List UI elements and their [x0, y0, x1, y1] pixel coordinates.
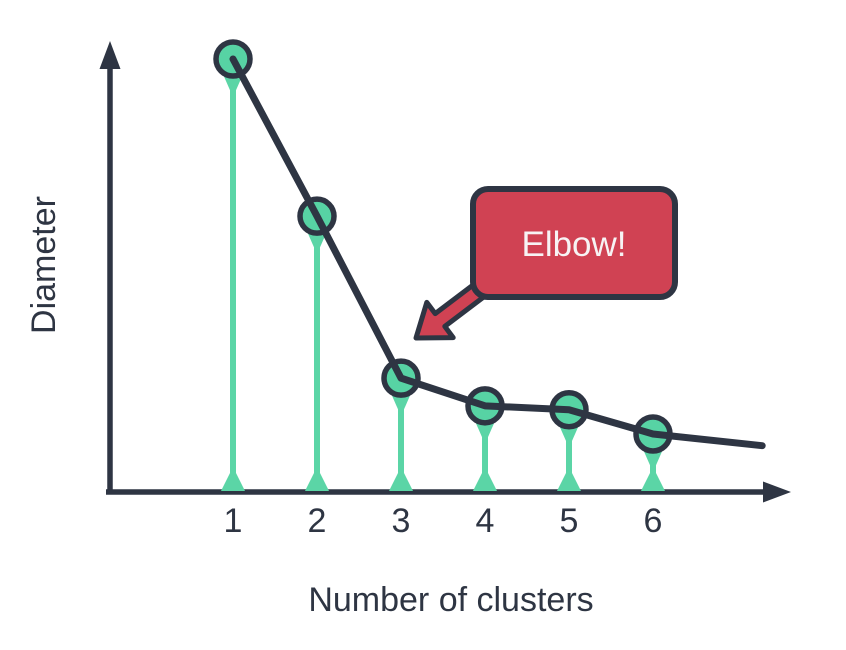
stem-foot: [389, 467, 413, 491]
callout-label: Elbow!: [521, 225, 626, 264]
y-axis-label: Diameter: [25, 196, 63, 334]
stem-foot: [221, 467, 245, 491]
stem-neck: [390, 391, 412, 417]
stem-neck: [558, 422, 580, 448]
x-tick-label: 6: [644, 502, 663, 540]
x-tick-label: 5: [560, 502, 579, 540]
x-tick-labels: 1 2 3 4 5 6: [224, 502, 663, 540]
stem-foot: [473, 467, 497, 491]
x-tick-label: 2: [308, 502, 327, 540]
callout-arrow-icon: [413, 280, 489, 341]
x-axis-label: Number of clusters: [308, 581, 593, 619]
y-axis-arrowhead-icon: [99, 41, 121, 69]
stem-foot: [557, 467, 581, 491]
stem-neck: [474, 418, 496, 444]
callout-box: [470, 186, 678, 300]
stem-neck: [306, 229, 328, 255]
y-axis: Diameter: [25, 41, 121, 494]
x-tick-label: 4: [476, 502, 495, 540]
x-tick-label: 3: [392, 502, 411, 540]
stem-foot: [641, 467, 665, 491]
x-tick-label: 1: [224, 502, 243, 540]
stem-neck: [222, 72, 244, 97]
x-axis-arrowhead-icon: [763, 481, 791, 503]
elbow-callout: Elbow!: [413, 186, 678, 341]
stem-neck: [642, 446, 664, 472]
trend-line: [229, 55, 766, 450]
stem-foot: [305, 467, 329, 491]
x-axis: Number of clusters: [106, 481, 791, 619]
